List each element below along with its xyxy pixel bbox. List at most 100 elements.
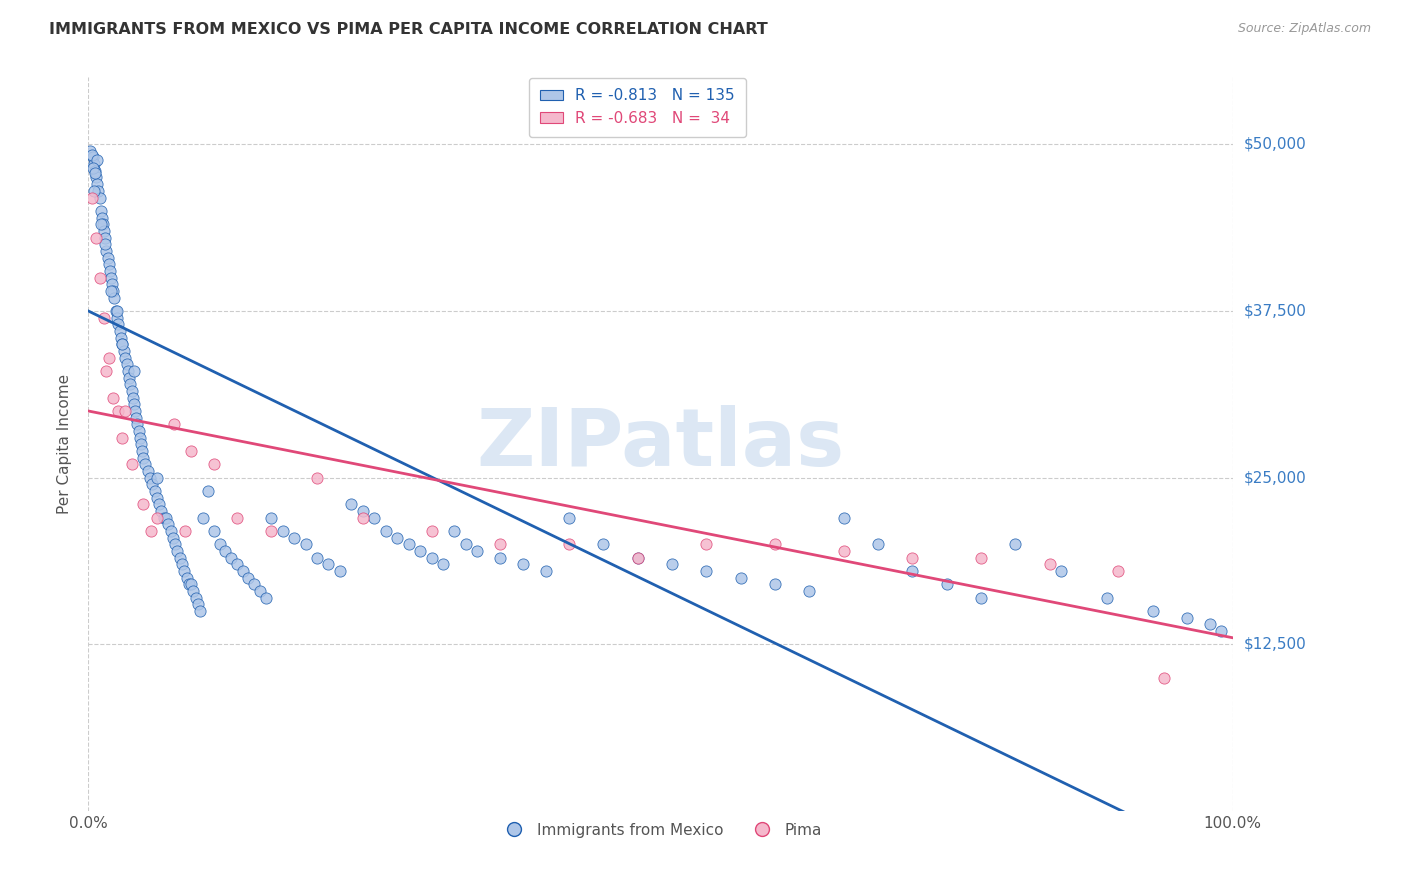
Point [191,510,214,524]
Point [1211,624,1233,638]
Point [374,524,396,538]
Point [202,458,225,472]
Point [695,537,717,551]
Point [363,510,385,524]
Point [173,564,195,578]
Point [1153,671,1175,685]
Point [80,148,103,162]
Point [90,211,112,225]
Point [90,217,112,231]
Text: ZIPatlas: ZIPatlas [477,405,845,483]
Point [100,270,122,285]
Point [534,564,557,578]
Point [626,550,648,565]
Point [89,270,111,285]
Point [1107,564,1129,578]
Point [128,424,150,438]
Point [111,337,134,351]
Point [132,497,155,511]
Point [197,483,219,498]
Point [141,477,163,491]
Point [101,277,124,292]
Point [187,598,209,612]
Point [152,510,174,524]
Point [114,404,136,418]
Point [443,524,465,538]
Text: $37,500: $37,500 [1244,303,1306,318]
Point [124,404,146,418]
Point [489,537,512,551]
Point [94,230,117,244]
Point [105,304,128,318]
Point [352,510,374,524]
Point [305,550,328,565]
Point [93,310,115,325]
Point [409,544,432,558]
Point [454,537,477,551]
Point [86,177,108,191]
Point [87,184,110,198]
Point [226,510,249,524]
Point [166,544,188,558]
Point [165,537,187,551]
Point [163,417,186,432]
Point [1038,558,1060,572]
Point [398,537,420,551]
Point [118,370,141,384]
Point [170,558,193,572]
Point [1198,617,1220,632]
Point [148,497,170,511]
Point [177,577,200,591]
Point [180,444,202,458]
Point [763,577,786,591]
Point [155,510,177,524]
Point [107,404,129,418]
Point [799,584,821,599]
Point [1175,611,1198,625]
Point [121,384,143,398]
Point [157,517,180,532]
Point [125,410,148,425]
Text: Source: ZipAtlas.com: Source: ZipAtlas.com [1237,22,1371,36]
Point [80,190,103,204]
Point [83,157,105,171]
Point [1095,591,1118,605]
Point [129,437,152,451]
Point [93,224,115,238]
Point [162,531,184,545]
Point [558,537,581,551]
Point [150,504,173,518]
Point [103,391,125,405]
Point [115,357,138,371]
Point [183,584,205,599]
Point [111,431,134,445]
Point [91,217,114,231]
Point [512,558,534,572]
Point [254,591,277,605]
Point [260,510,283,524]
Point [146,470,169,484]
Point [79,144,101,158]
Point [94,237,117,252]
Point [226,558,249,572]
Point [82,151,104,165]
Point [159,524,181,538]
Point [970,550,993,565]
Text: IMMIGRANTS FROM MEXICO VS PIMA PER CAPITA INCOME CORRELATION CHART: IMMIGRANTS FROM MEXICO VS PIMA PER CAPIT… [49,22,768,37]
Y-axis label: Per Capita Income: Per Capita Income [58,375,72,515]
Point [661,558,683,572]
Point [214,544,236,558]
Point [146,510,169,524]
Point [271,524,294,538]
Point [763,537,786,551]
Point [100,284,122,298]
Point [82,161,104,176]
Point [117,364,139,378]
Point [832,510,855,524]
Point [108,324,131,338]
Point [169,550,191,565]
Point [294,537,316,551]
Point [127,417,149,432]
Point [114,351,136,365]
Point [105,310,128,325]
